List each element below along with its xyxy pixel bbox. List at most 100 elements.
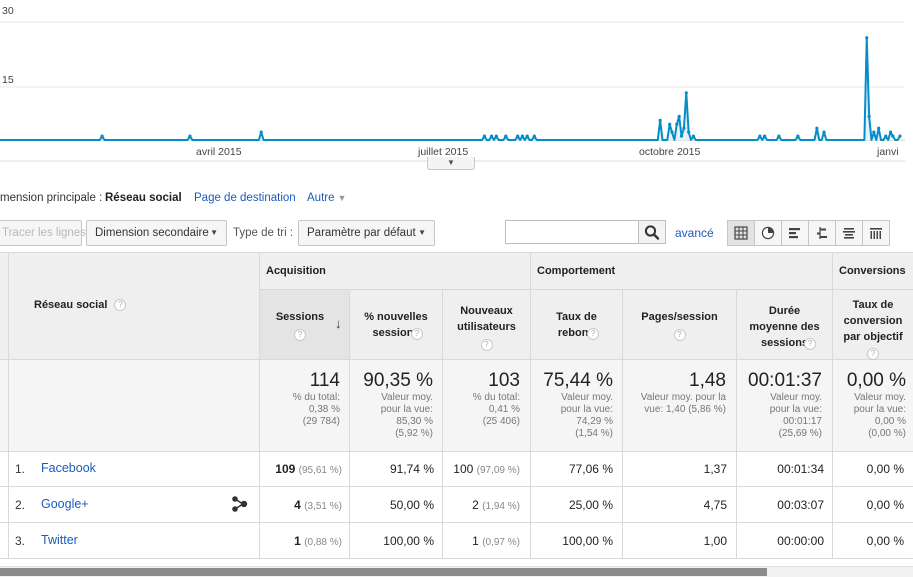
cell-value: 4 <box>294 498 301 512</box>
grid-line <box>0 486 913 487</box>
data-point[interactable] <box>877 126 881 130</box>
data-point[interactable] <box>691 134 696 138</box>
totals-value: 90,35 % <box>363 370 433 391</box>
grid-line <box>736 289 737 558</box>
dimension-column-header[interactable]: Réseau social ? <box>34 299 127 312</box>
data-point[interactable] <box>520 134 525 138</box>
help-icon[interactable]: ? <box>114 299 127 312</box>
data-point[interactable] <box>482 134 487 138</box>
data-point[interactable] <box>679 134 684 138</box>
data-point[interactable] <box>682 126 686 130</box>
data-point[interactable] <box>532 134 536 138</box>
secondary-dimension-dropdown[interactable]: Dimension secondaire ▼ <box>86 220 227 246</box>
row-link-facebook[interactable]: Facebook <box>41 461 96 475</box>
help-icon[interactable]: ? <box>411 328 423 341</box>
column-header-pages-session[interactable]: Pages/session ? <box>623 309 736 343</box>
cell-pages-session: 1,00 <box>703 534 727 548</box>
term-cloud-view-button[interactable] <box>835 220 863 246</box>
advanced-filter-link[interactable]: avancé <box>675 226 714 240</box>
search-icon <box>644 225 660 240</box>
totals-value: 103 <box>488 370 520 391</box>
table-toolbar: Tracer les lignes Dimension secondaire ▼… <box>0 220 913 246</box>
data-point[interactable] <box>684 91 688 95</box>
data-point[interactable] <box>494 134 498 138</box>
data-point[interactable] <box>188 134 192 138</box>
column-header-avg-duration[interactable]: Durée moyenne des sessions ? <box>737 303 832 351</box>
totals-value: 75,44 % <box>543 370 613 391</box>
primary-dimension-landing-page-link[interactable]: Page de destination <box>194 192 296 204</box>
data-point[interactable] <box>888 130 893 134</box>
sort-type-label: Type de tri : <box>233 227 294 239</box>
grid-view-icon <box>734 226 748 240</box>
cell-avg-duration: 00:03:07 <box>777 498 824 512</box>
grid-view-button[interactable] <box>727 220 755 246</box>
search-button[interactable] <box>638 220 666 244</box>
help-icon[interactable]: ? <box>587 328 599 341</box>
data-point[interactable] <box>891 134 895 138</box>
row-link-google-plus[interactable]: Google+ <box>41 497 89 511</box>
data-point[interactable] <box>516 134 520 138</box>
totals-value: 00:01:37 <box>748 370 822 391</box>
row-link-twitter[interactable]: Twitter <box>41 533 78 547</box>
pie-view-button[interactable] <box>754 220 782 246</box>
table-header-background <box>0 252 913 360</box>
pivot-view-button[interactable] <box>862 220 890 246</box>
data-point[interactable] <box>658 118 662 122</box>
data-point[interactable] <box>867 114 871 118</box>
data-point[interactable] <box>100 134 104 138</box>
grid-line <box>832 252 833 558</box>
data-point[interactable] <box>675 122 679 126</box>
data-point[interactable] <box>259 130 263 134</box>
cell-value: 1 <box>472 534 479 548</box>
data-point[interactable] <box>872 130 876 134</box>
cell-conversion-rate: 0,00 % <box>866 534 904 548</box>
series-area <box>0 37 900 141</box>
performance-view-button[interactable] <box>781 220 809 246</box>
cell-conversion-rate: 0,00 % <box>866 462 904 476</box>
help-icon[interactable]: ? <box>480 339 493 352</box>
column-header-new-sessions-pct[interactable]: % nouvelles sessions ? <box>350 309 442 341</box>
cell-new-sessions-pct: 100,00 % <box>383 534 434 548</box>
social-network-share-icon[interactable] <box>231 496 249 515</box>
data-point[interactable] <box>525 134 529 138</box>
grid-line <box>0 359 913 360</box>
data-point[interactable] <box>815 126 819 130</box>
help-icon[interactable]: ? <box>294 329 306 342</box>
data-point[interactable] <box>687 130 691 134</box>
secondary-dimension-label: Dimension secondaire <box>95 227 209 239</box>
cell-pct: (0,88 %) <box>304 537 342 548</box>
help-icon[interactable]: ? <box>804 338 816 351</box>
primary-dimension-other-dropdown[interactable]: Autre ▼ <box>307 192 346 204</box>
chart-collapse-toggle[interactable]: ▼ <box>427 157 475 170</box>
data-point[interactable] <box>668 122 672 126</box>
cell-conversion-rate: 0,00 % <box>866 498 904 512</box>
data-point[interactable] <box>758 134 762 138</box>
data-point[interactable] <box>777 134 781 138</box>
data-point[interactable] <box>677 114 681 118</box>
data-point[interactable] <box>504 134 508 138</box>
table-search-input[interactable] <box>505 220 639 244</box>
data-point[interactable] <box>796 134 800 138</box>
column-header-bounce-rate[interactable]: Taux de rebond ? <box>531 309 622 341</box>
plot-rows-button[interactable]: Tracer les lignes <box>0 220 86 246</box>
scrollbar-thumb[interactable] <box>0 568 767 576</box>
help-icon[interactable]: ? <box>867 348 879 361</box>
data-point[interactable] <box>865 36 869 40</box>
column-header-conversion-rate[interactable]: Taux de conversion par objectif ? <box>833 297 913 362</box>
data-point[interactable] <box>822 130 826 134</box>
grid-line <box>0 522 913 523</box>
totals-value: 114 <box>309 370 340 391</box>
data-point[interactable] <box>898 134 902 138</box>
column-header-new-users[interactable]: Nouveaux utilisateurs ? <box>443 303 530 353</box>
data-point[interactable] <box>489 134 494 138</box>
help-icon[interactable]: ? <box>673 329 686 342</box>
comparison-view-button[interactable] <box>808 220 836 246</box>
data-point[interactable] <box>884 134 888 138</box>
column-header-sessions[interactable]: Sessions ? <box>262 309 338 343</box>
grid-line <box>0 252 913 253</box>
cell-value: 1 <box>294 534 301 548</box>
data-point[interactable] <box>670 130 674 134</box>
sort-type-dropdown[interactable]: Paramètre par défaut ▼ <box>298 220 435 246</box>
data-point[interactable] <box>763 134 767 138</box>
horizontal-scrollbar[interactable] <box>0 566 913 577</box>
